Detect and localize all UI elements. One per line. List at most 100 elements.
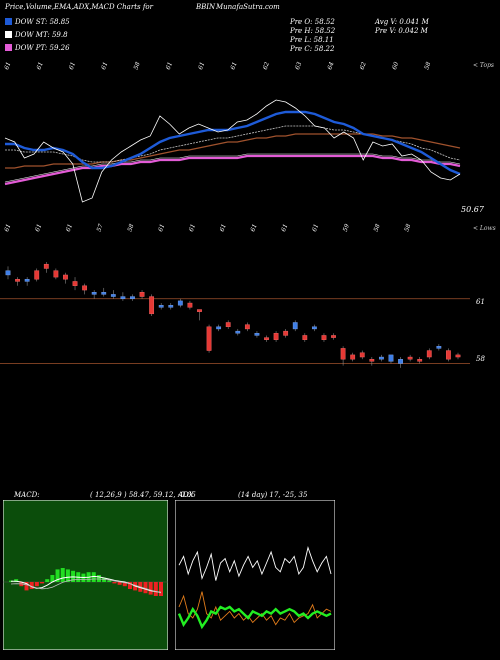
low-tick-label: 57: [96, 223, 105, 233]
legend-label-st: DOW ST: 58.85: [15, 18, 70, 26]
legend-label-mt: DOW MT: 59.8: [15, 31, 68, 39]
candle-body: [417, 359, 423, 362]
top-tick-label: 61: [36, 61, 45, 71]
macd-histogram-bar: [153, 582, 158, 596]
macd-signal-line: [10, 578, 162, 594]
stat-pre-open: Pre O: 58.52: [290, 18, 335, 26]
candle-body: [206, 326, 212, 351]
legend-swatch-mt: [5, 31, 12, 38]
macd-histogram-bar: [143, 582, 148, 594]
candle-body: [292, 322, 298, 330]
macd-histogram-bar: [65, 569, 70, 582]
candle-body: [149, 296, 155, 315]
candle-body: [331, 335, 336, 338]
symbol-label: BBIN: [196, 3, 216, 11]
low-tick-label: 61: [188, 223, 197, 233]
candle-body: [120, 296, 126, 299]
candle-body: [254, 333, 260, 336]
low-tick-label: 61: [3, 223, 12, 233]
low-tick-label: 61: [34, 223, 43, 233]
last-price-label: 50.67: [461, 205, 484, 214]
low-tick-label: 58: [373, 223, 382, 233]
top-tick-label: 58: [133, 61, 142, 71]
ema-brown-line: [5, 133, 461, 169]
top-tick-label: 61: [165, 61, 174, 71]
candle-body: [63, 274, 68, 280]
macd-histogram-bar: [14, 579, 19, 582]
candle-body: [340, 348, 346, 360]
candle-body: [177, 300, 183, 306]
price-chart: 61 61 61 61 58 61 61 61 62 63 64 62 60 58 61 61 61 57 58 61…: [0, 61, 470, 368]
macd-histogram-bar: [127, 582, 132, 589]
candle-body: [426, 350, 432, 358]
top-tick-label: 62: [359, 61, 368, 71]
candle-body: [398, 359, 403, 364]
stat-pre-low: Pre L: 58.11: [290, 36, 334, 44]
macd-histogram-bar: [102, 577, 107, 582]
candle-body: [187, 302, 193, 308]
candle-body: [407, 356, 413, 360]
top-tick-label: 60: [391, 61, 400, 71]
candle-body: [379, 356, 384, 360]
candle-body: [101, 292, 107, 295]
candle-body: [321, 335, 327, 340]
site-label: MunafaSutra.com: [216, 3, 280, 11]
macd-histogram-bar: [24, 582, 29, 591]
candle-body: [359, 352, 365, 358]
candle-body: [15, 279, 20, 282]
legend-dow-pt: DOW PT: 59.26: [5, 44, 70, 52]
macd-histogram-bar: [29, 582, 34, 589]
candle-body: [225, 322, 231, 328]
candle-body: [5, 270, 11, 276]
macd-background: [3, 500, 168, 650]
stat-pre-high: Pre H: 58.52: [290, 27, 336, 35]
candle-body: [446, 350, 451, 360]
candle-body: [110, 294, 116, 297]
legend-dow-st: DOW ST: 58.85: [5, 18, 70, 26]
ema-mid-line: [5, 125, 461, 163]
candle-body: [244, 324, 250, 330]
macd-label: MACD:: [14, 491, 40, 499]
low-tick-label: 59: [342, 223, 351, 233]
top-tick-label: 61: [100, 61, 109, 71]
macd-params: ( 12,26,9 ) 58.47, 59.12, -0.65: [90, 491, 196, 499]
top-tick-label: 62: [262, 61, 271, 71]
macd-histogram-bar: [91, 572, 96, 582]
macd-histogram-bar: [107, 580, 112, 582]
low-tick-label: 61: [249, 223, 258, 233]
top-tick-label: 58: [423, 61, 432, 71]
candle-body: [283, 330, 289, 336]
candle-body: [264, 337, 269, 340]
adx-label: ADX: [178, 491, 194, 499]
macd-histogram-bar: [45, 579, 50, 582]
chart-title: Price,Volume,EMA,ADX,MACD Charts for: [5, 3, 153, 11]
candle-body: [216, 326, 222, 330]
legend-swatch-pt: [5, 44, 12, 51]
adx-line: [177, 605, 332, 630]
candle-body: [235, 330, 241, 334]
macd-panel: [3, 500, 168, 650]
candle-body: [350, 354, 356, 360]
ema-short-line: [5, 110, 461, 176]
adx-background: [175, 500, 335, 650]
ref-low-label: 58: [476, 355, 485, 363]
low-tick-label: 61: [65, 223, 74, 233]
candle-body: [130, 296, 135, 299]
adx-panel: [175, 500, 335, 650]
stat-avg-volume: Avg V: 0.041 M: [375, 18, 429, 26]
candle-body: [53, 270, 59, 278]
candle-body: [302, 335, 308, 340]
candle-body: [158, 305, 164, 308]
macd-histogram-bar: [159, 582, 163, 596]
candle-body: [311, 326, 317, 330]
candle-body: [72, 281, 78, 286]
candle-body: [139, 292, 145, 297]
macd-histogram-bar: [55, 569, 60, 582]
low-tick-label: 58: [403, 223, 412, 233]
macd-histogram-bar: [50, 575, 55, 582]
macd-histogram-bar: [34, 582, 39, 587]
macd-histogram-bar: [122, 582, 127, 587]
candle-body: [197, 309, 202, 312]
adx-params: (14 day) 17, -25, 35: [238, 491, 308, 499]
price-line: [4, 99, 461, 203]
